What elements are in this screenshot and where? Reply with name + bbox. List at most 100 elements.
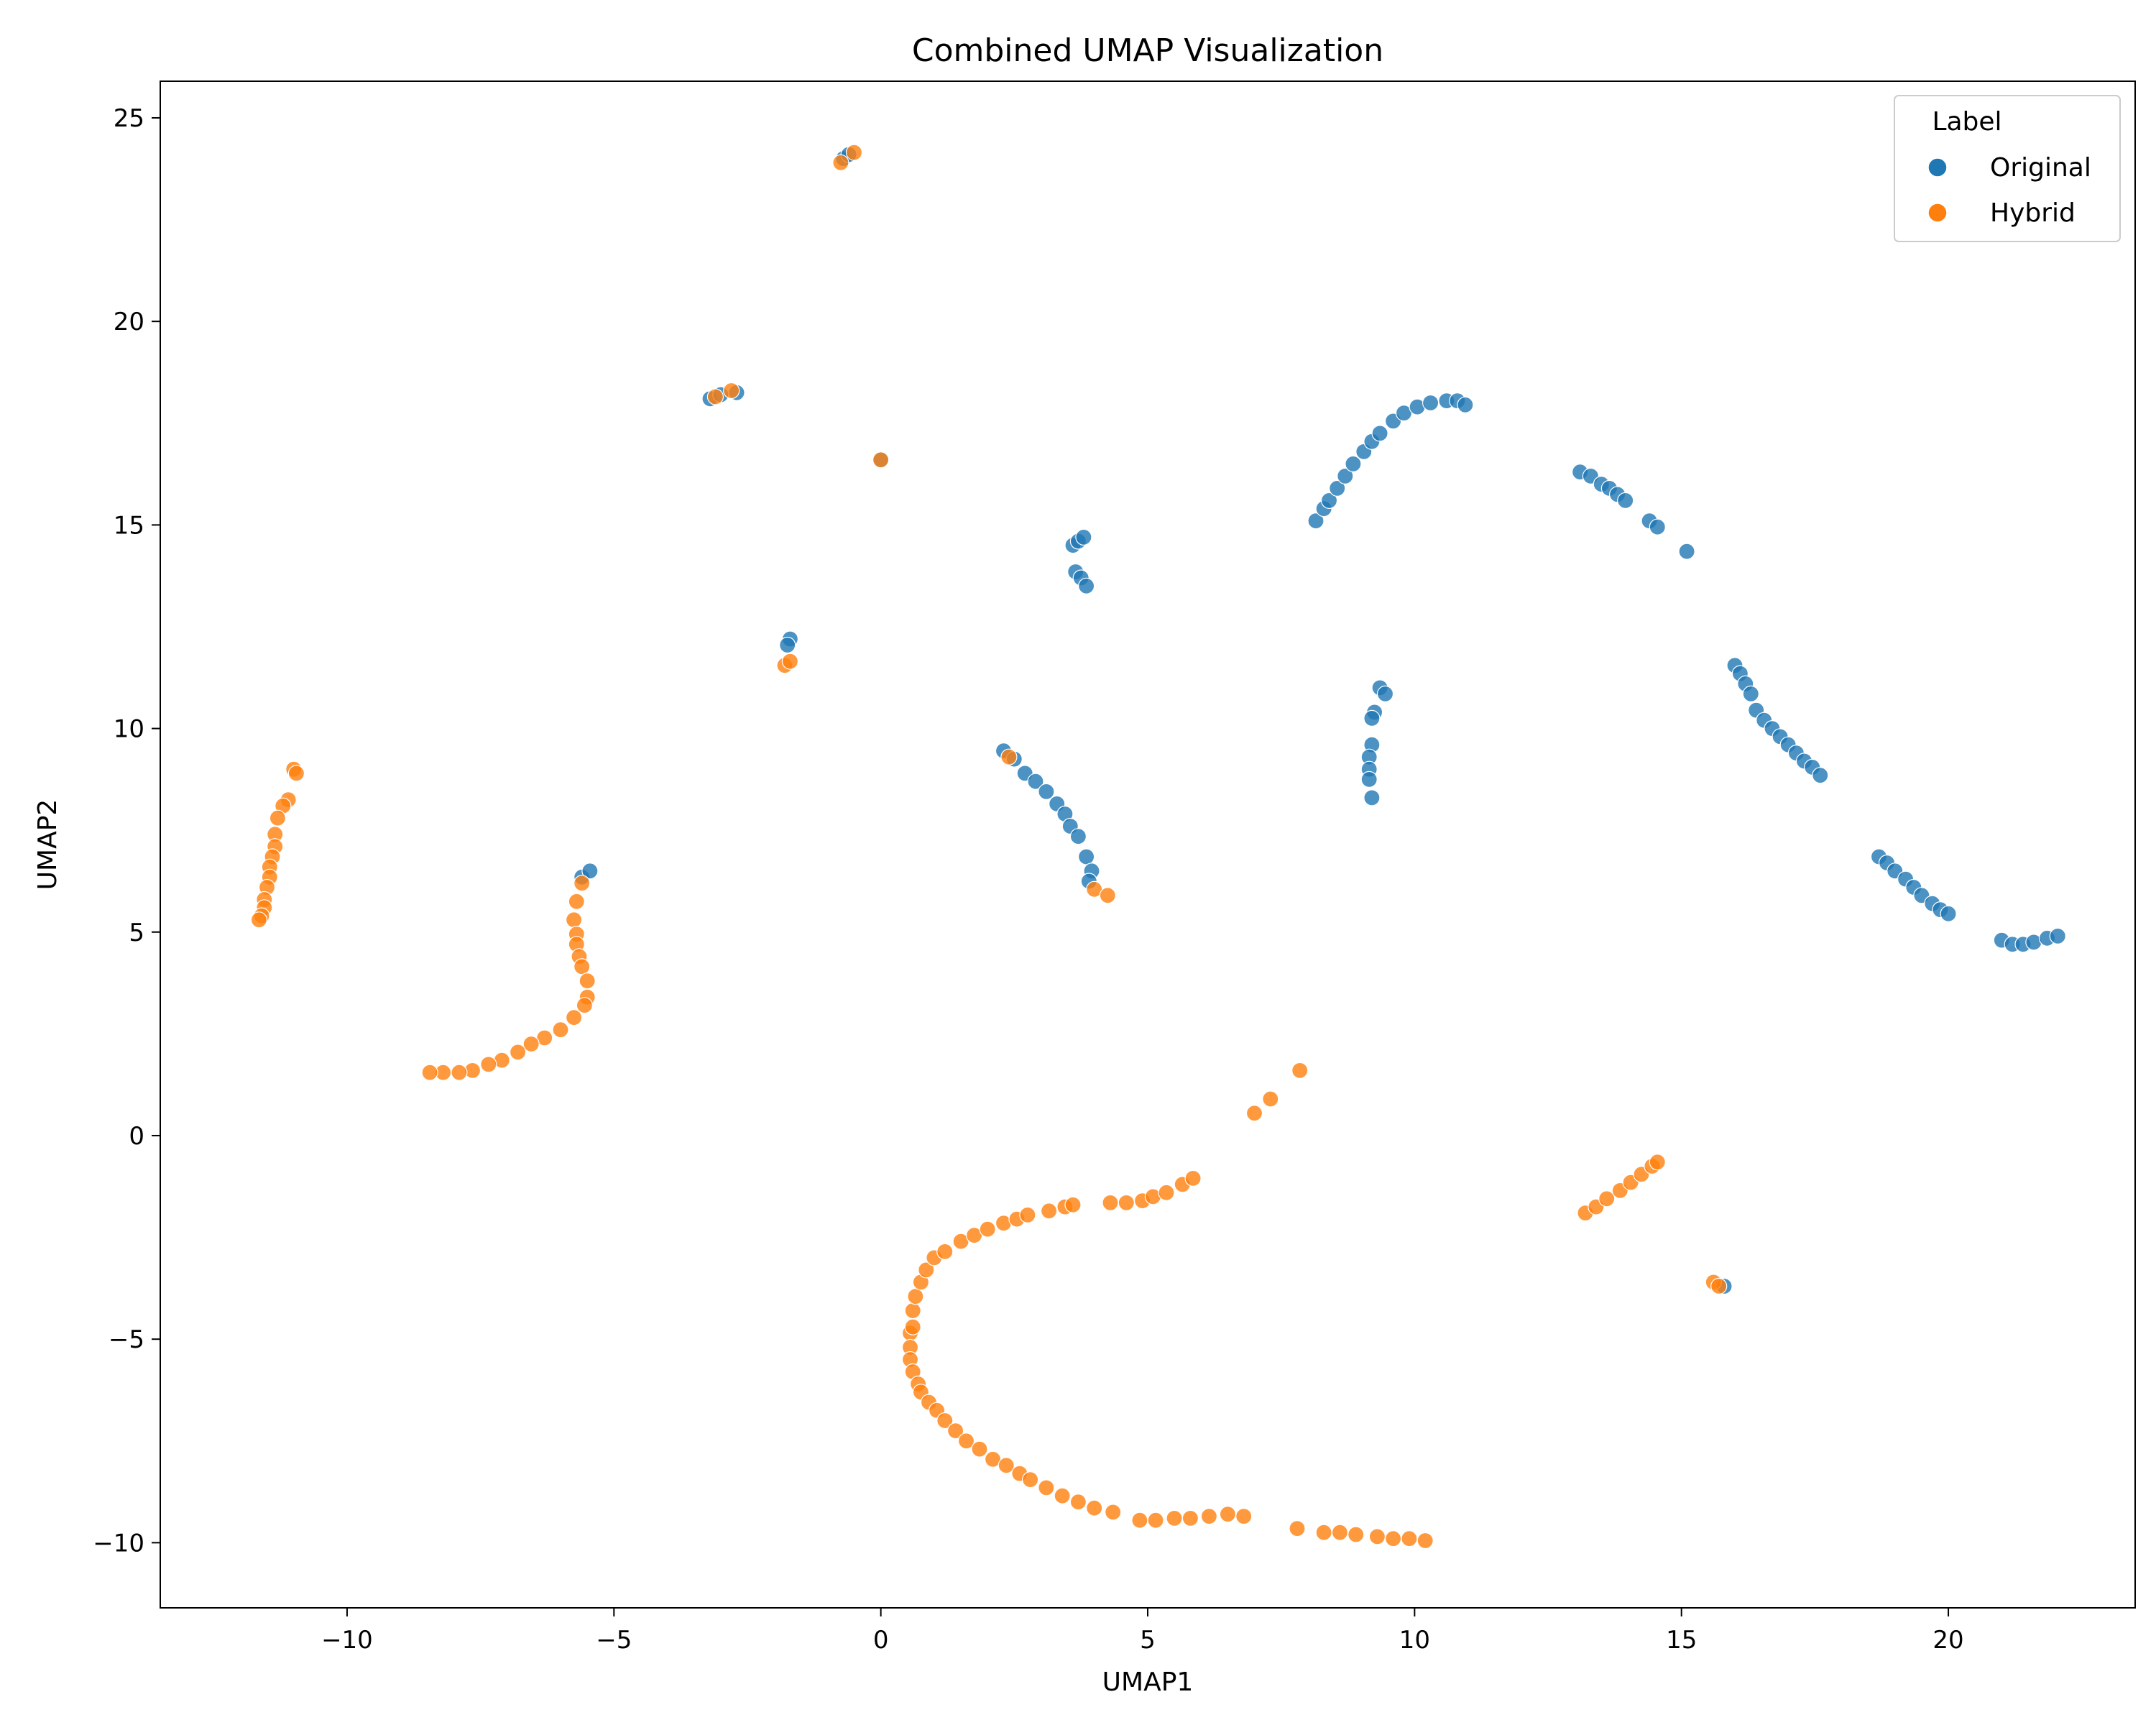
point-hybrid (573, 875, 591, 892)
point-hybrid (1086, 1499, 1103, 1517)
point-original (1329, 479, 1346, 497)
point-hybrid (1649, 1154, 1666, 1171)
point-hybrid (1131, 1512, 1148, 1529)
point-hybrid (979, 1220, 996, 1238)
point-original (1360, 770, 1378, 788)
point-original (1075, 528, 1092, 546)
point-hybrid (1235, 1508, 1253, 1525)
point-hybrid (1118, 1194, 1135, 1212)
y-tick-label: 5 (129, 919, 144, 947)
point-hybrid (1040, 1202, 1058, 1220)
point-hybrid (1710, 1277, 1728, 1295)
legend-label-original: Original (1990, 153, 2091, 183)
point-hybrid (1384, 1530, 1402, 1547)
point-hybrid (565, 911, 583, 929)
point-hybrid (1147, 1512, 1164, 1529)
point-original (1027, 773, 1044, 790)
x-tick-label: 10 (1399, 1626, 1430, 1655)
point-hybrid (552, 1021, 569, 1039)
point-hybrid (1166, 1509, 1183, 1527)
y-axis: −10 −5 0 5 10 15 20 25 (93, 104, 160, 1558)
point-hybrid (706, 388, 724, 405)
point-original (1363, 789, 1381, 806)
point-original (1371, 425, 1388, 442)
point-hybrid (971, 1440, 988, 1458)
point-original (2049, 927, 2066, 945)
point-hybrid (250, 911, 267, 929)
point-hybrid (1401, 1530, 1418, 1547)
legend-box (1894, 95, 2121, 242)
point-hybrid (509, 1044, 527, 1061)
y-axis-label: UMAP2 (33, 799, 63, 891)
point-hybrid (1069, 1494, 1087, 1511)
point-hybrid (1331, 1524, 1349, 1541)
point-hybrid (918, 1261, 935, 1279)
points-layer (250, 144, 2066, 1550)
point-original (1077, 848, 1095, 865)
x-axis-label: UMAP1 (1102, 1668, 1194, 1697)
x-tick-label: 20 (1932, 1626, 1963, 1655)
point-hybrid (1368, 1528, 1386, 1545)
point-original (1320, 492, 1338, 510)
point-hybrid (936, 1243, 954, 1261)
point-hybrid (565, 1009, 583, 1026)
legend-label-hybrid: Hybrid (1990, 198, 2076, 228)
point-original (1363, 709, 1381, 727)
point-original (1307, 512, 1325, 530)
point-hybrid (1200, 1508, 1218, 1525)
point-hybrid (904, 1318, 921, 1335)
point-hybrid (1245, 1105, 1263, 1122)
point-hybrid (1054, 1487, 1071, 1504)
point-hybrid (1291, 1062, 1309, 1080)
y-tick-label: −10 (93, 1529, 144, 1558)
point-hybrid (1598, 1190, 1616, 1208)
point-hybrid (568, 893, 585, 910)
point-hybrid (1289, 1520, 1306, 1537)
point-hybrid (832, 154, 849, 171)
point-hybrid (269, 809, 286, 827)
point-original (1617, 492, 1634, 510)
point-hybrid (936, 1412, 954, 1430)
point-hybrid (1181, 1509, 1199, 1527)
point-original (1345, 455, 1362, 473)
legend: Label Original Hybrid (1894, 95, 2121, 242)
point-original (1038, 783, 1055, 801)
point-hybrid (1416, 1532, 1434, 1550)
point-original (1742, 685, 1759, 703)
point-hybrid (579, 972, 596, 990)
point-hybrid (451, 1064, 468, 1081)
x-axis: −10 −5 0 5 10 15 20 (321, 1608, 1964, 1655)
point-original (1649, 518, 1666, 535)
point-hybrid (1158, 1184, 1175, 1201)
point-hybrid (845, 144, 863, 161)
point-original (1069, 828, 1087, 845)
point-hybrid (480, 1056, 497, 1073)
x-tick-label: −5 (596, 1626, 632, 1655)
legend-marker-original (1927, 157, 1948, 178)
point-hybrid (998, 1457, 1015, 1474)
point-hybrid (872, 451, 890, 469)
point-hybrid (1219, 1506, 1237, 1523)
point-hybrid (522, 1035, 540, 1053)
point-hybrid (576, 997, 594, 1014)
point-original (1422, 394, 1439, 412)
series-hybrid (250, 144, 1728, 1550)
legend-marker-hybrid (1927, 203, 1948, 223)
x-tick-label: −10 (321, 1626, 373, 1655)
point-hybrid (1102, 1194, 1119, 1212)
point-hybrid (573, 958, 591, 975)
x-tick-label: 5 (1140, 1626, 1156, 1655)
point-hybrid (1021, 1471, 1039, 1489)
y-tick-label: 0 (129, 1122, 144, 1151)
y-tick-label: 20 (114, 308, 144, 336)
point-original (581, 862, 599, 880)
point-hybrid (1000, 748, 1018, 765)
y-tick-label: 15 (114, 511, 144, 540)
point-original (1457, 396, 1474, 413)
point-hybrid (1064, 1196, 1082, 1213)
point-original (1678, 543, 1695, 560)
x-tick-label: 0 (873, 1626, 889, 1655)
point-hybrid (1348, 1526, 1365, 1543)
